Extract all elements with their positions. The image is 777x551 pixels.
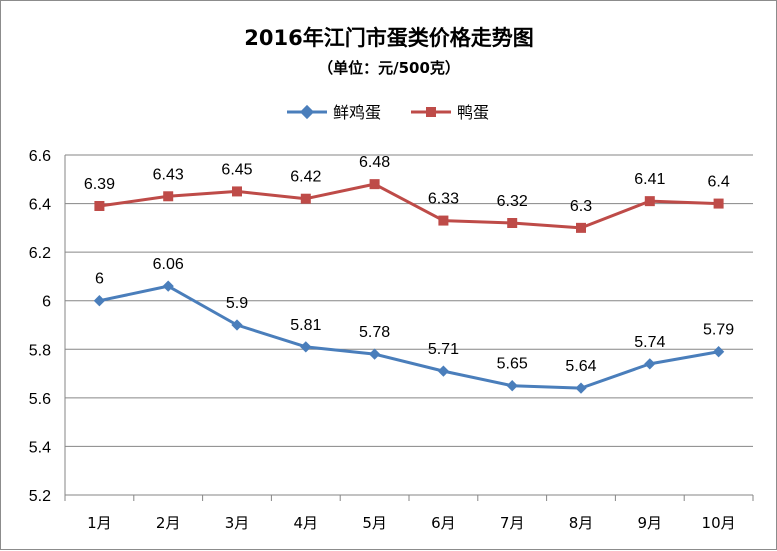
data-label-series-0-1: 6.06 [153, 256, 184, 273]
y-tick-label-1: 5.4 [29, 439, 51, 456]
point-series-1-5 [438, 215, 449, 226]
point-series-0-1 [162, 280, 174, 292]
point-series-1-1 [163, 191, 174, 202]
point-series-0-9 [712, 346, 725, 358]
y-tick-label-3: 5.8 [29, 342, 51, 359]
x-tick-label-9: 10月 [702, 514, 736, 532]
series-line-0 [99, 284, 719, 390]
x-axis: 1月 2月 3月 4月 5月 6月 7月 8月 9月 10月 [64, 494, 754, 532]
data-label-series-1-8: 6.41 [634, 171, 665, 188]
point-series-1-9 [713, 198, 724, 209]
x-tick-label-6: 7月 [500, 514, 525, 532]
data-label-series-1-0: 6.39 [84, 176, 115, 193]
point-series-0-2 [231, 319, 243, 331]
point-series-0-0 [93, 295, 106, 307]
chart-title: 2016年江门市蛋类价格走势图 [244, 26, 533, 50]
y-tick-label-5: 6.2 [29, 245, 51, 262]
y-tick-label-7: 6.6 [29, 148, 51, 165]
data-label-series-0-5: 5.71 [428, 341, 459, 358]
data-label-series-1-3: 6.42 [290, 169, 321, 186]
y-tick-label-6: 6.4 [29, 197, 51, 214]
x-tick-label-3: 4月 [294, 514, 319, 532]
point-series-1-0 [94, 201, 105, 211]
data-label-series-1-4: 6.48 [359, 154, 390, 171]
point-series-1-4 [369, 179, 380, 190]
point-series-0-3 [300, 341, 312, 353]
series-line-1 [99, 182, 719, 230]
data-label-series-0-3: 5.81 [290, 317, 321, 334]
data-label-series-0-7: 5.64 [565, 358, 596, 375]
point-series-0-4 [368, 348, 381, 360]
data-label-series-1-1: 6.43 [153, 166, 184, 183]
data-label-series-1-9: 6.4 [707, 174, 729, 191]
x-tick-label-1: 2月 [156, 514, 181, 532]
point-series-1-3 [300, 193, 311, 204]
legend-entry-series-0: 鲜鸡蛋 [287, 103, 381, 122]
y-tick-label-2: 5.6 [29, 391, 51, 408]
data-label-series-0-4: 5.78 [359, 324, 390, 341]
legend-entry-series-1: 鸭蛋 [411, 103, 489, 122]
point-series-1-7 [576, 222, 586, 233]
x-tick-label-7: 8月 [569, 514, 594, 532]
data-label-series-1-7: 6.3 [570, 198, 592, 215]
legend-marker-series-1 [426, 107, 436, 117]
point-series-0-8 [644, 358, 656, 370]
x-tick-label-5: 6月 [431, 514, 456, 532]
legend-label-series-0: 鲜鸡蛋 [333, 103, 381, 122]
data-label-series-0-8: 5.74 [634, 334, 665, 351]
point-series-0-6 [506, 380, 518, 392]
x-tick-label-0: 1月 [87, 514, 112, 532]
point-series-1-2 [232, 186, 242, 197]
y-tick-label-4: 6 [42, 294, 51, 311]
data-label-series-1-5: 6.33 [428, 191, 459, 208]
data-label-series-0-0: 6 [95, 271, 104, 288]
x-tick-label-4: 5月 [362, 514, 387, 532]
legend-label-series-1: 鸭蛋 [457, 103, 489, 122]
x-tick-label-2: 3月 [225, 514, 250, 532]
point-series-0-7 [575, 382, 587, 394]
series-0: 6 6.06 5.9 5.81 5.78 5.71 5.65 5.64 5.74 5.79 [93, 256, 734, 394]
data-label-series-0-2: 5.9 [226, 295, 248, 312]
x-tick-label-8: 9月 [638, 514, 663, 532]
data-label-series-0-6: 5.65 [497, 356, 528, 373]
data-label-series-1-6: 6.32 [497, 193, 528, 210]
chart-subtitle: （单位：元/500克） [318, 59, 460, 77]
point-series-1-8 [644, 196, 655, 207]
y-axis: 5.2 5.4 5.6 5.8 6 6.2 6.4 6.6 [29, 148, 66, 505]
data-label-series-0-9: 5.79 [703, 322, 734, 339]
y-tick-label-0: 5.2 [29, 488, 51, 505]
data-label-series-1-2: 6.45 [221, 161, 252, 178]
series-group: 6 6.06 5.9 5.81 5.78 5.71 5.65 5.64 5.74 5.79 6.39… [84, 154, 734, 394]
legend: 鲜鸡蛋 鸭蛋 [287, 103, 489, 122]
point-series-1-6 [507, 218, 518, 228]
legend-marker-series-0 [299, 104, 315, 120]
point-series-0-5 [437, 365, 450, 377]
series-1: 6.39 6.43 6.45 6.42 6.48 6.33 6.32 6.3 6.41 6.4 [84, 154, 730, 233]
